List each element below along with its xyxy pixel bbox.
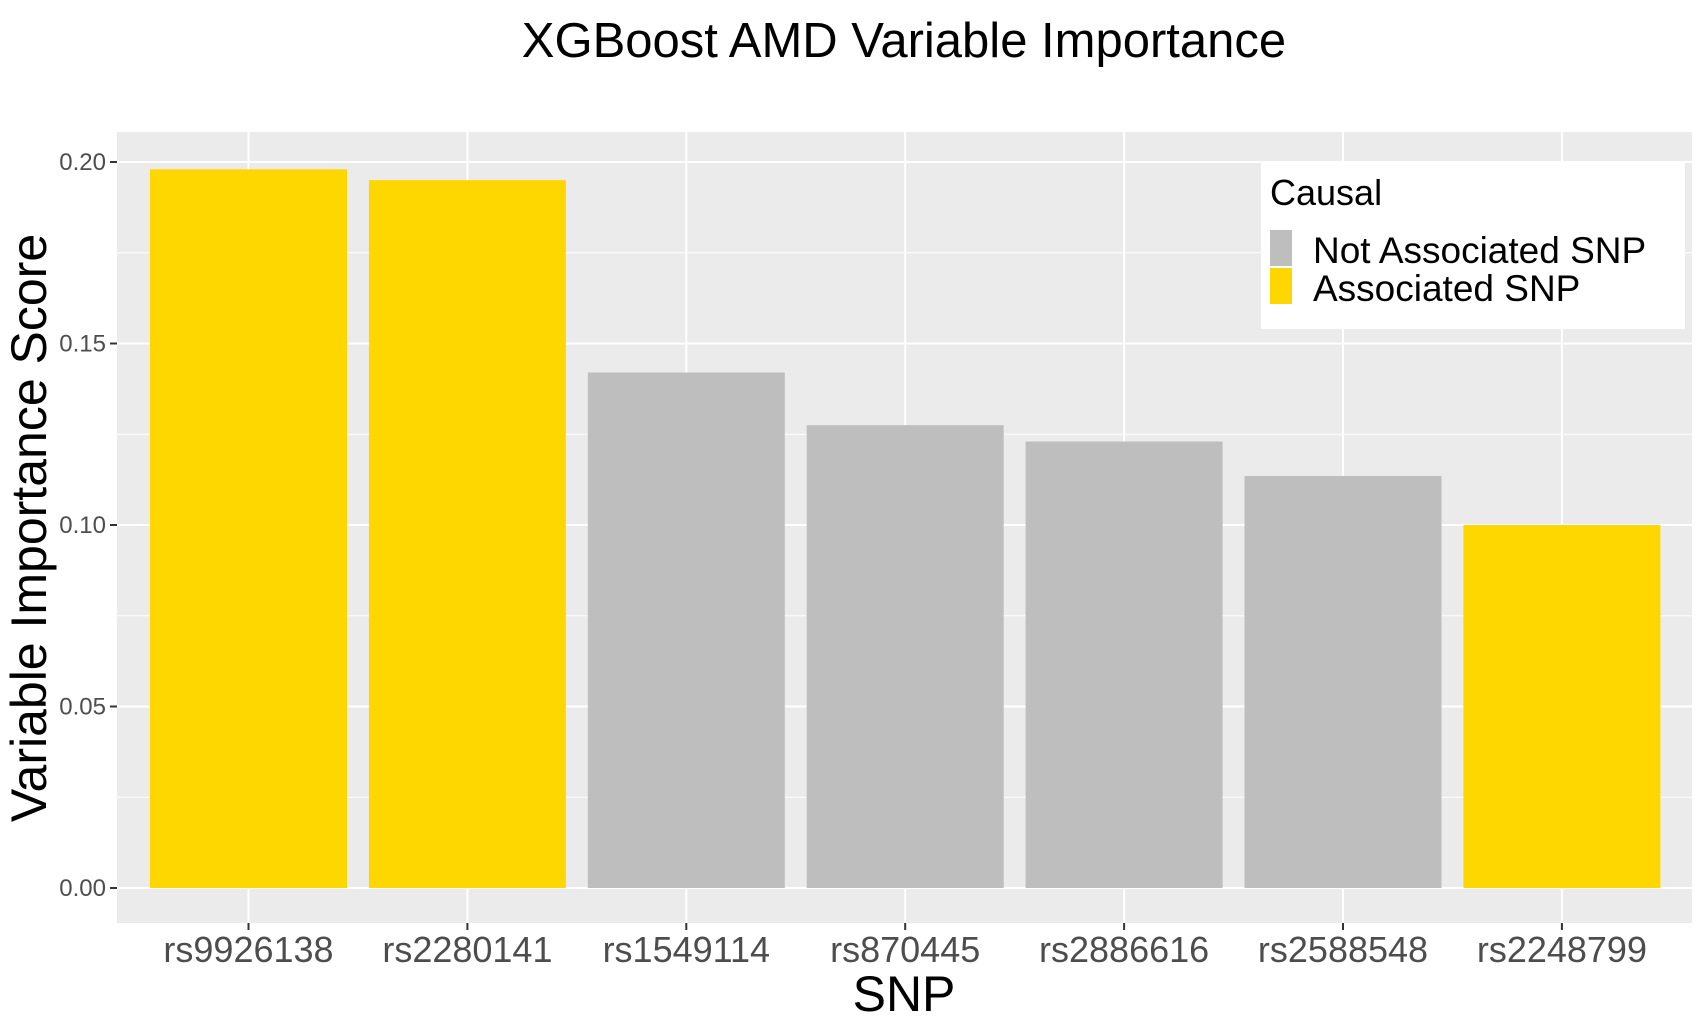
- x-tick-label: rs2886616: [1039, 929, 1209, 970]
- legend-key-not-associated: [1270, 230, 1292, 266]
- x-tick-label: rs2248799: [1477, 929, 1647, 970]
- legend-title: Causal: [1270, 172, 1382, 213]
- y-axis-ticks: 0.00 0.05 0.10 0.15 0.20: [59, 149, 117, 902]
- bars: [150, 169, 1661, 888]
- x-tick-label: rs2588548: [1258, 929, 1428, 970]
- chart-title: XGBoost AMD Variable Importance: [522, 14, 1286, 68]
- x-axis-title: SNP: [853, 966, 956, 1019]
- x-axis-ticks: rs9926138 rs2280141 rs1549114 rs870445 rs288…: [163, 923, 1647, 970]
- y-tick-label: 0.20: [59, 149, 106, 176]
- bar-rs2588548: [1244, 475, 1442, 888]
- legend-label-associated: Associated SNP: [1313, 268, 1580, 309]
- bar-rs1549114: [587, 372, 785, 888]
- y-tick-label: 0.05: [59, 694, 106, 721]
- x-tick-label: rs9926138: [163, 929, 333, 970]
- bar-rs9926138: [150, 169, 347, 888]
- legend: Causal Not Associated SNP Associated SNP: [1261, 162, 1685, 329]
- legend-background: [1261, 162, 1685, 329]
- bar-rs2248799: [1463, 525, 1661, 888]
- x-tick-label: rs2280141: [382, 929, 552, 970]
- bar-rs2280141: [368, 180, 566, 888]
- bar-rs870445: [806, 425, 1004, 888]
- bar-rs2886616: [1025, 441, 1223, 888]
- x-tick-label: rs870445: [830, 929, 980, 970]
- x-tick-label: rs1549114: [603, 929, 770, 970]
- y-tick-label: 0.10: [59, 512, 106, 539]
- y-tick-label: 0.00: [59, 875, 106, 902]
- y-tick-label: 0.15: [59, 331, 106, 358]
- legend-key-associated: [1270, 268, 1292, 304]
- y-axis-title: Variable Importance Score: [1, 234, 57, 822]
- legend-label-not-associated: Not Associated SNP: [1313, 230, 1646, 271]
